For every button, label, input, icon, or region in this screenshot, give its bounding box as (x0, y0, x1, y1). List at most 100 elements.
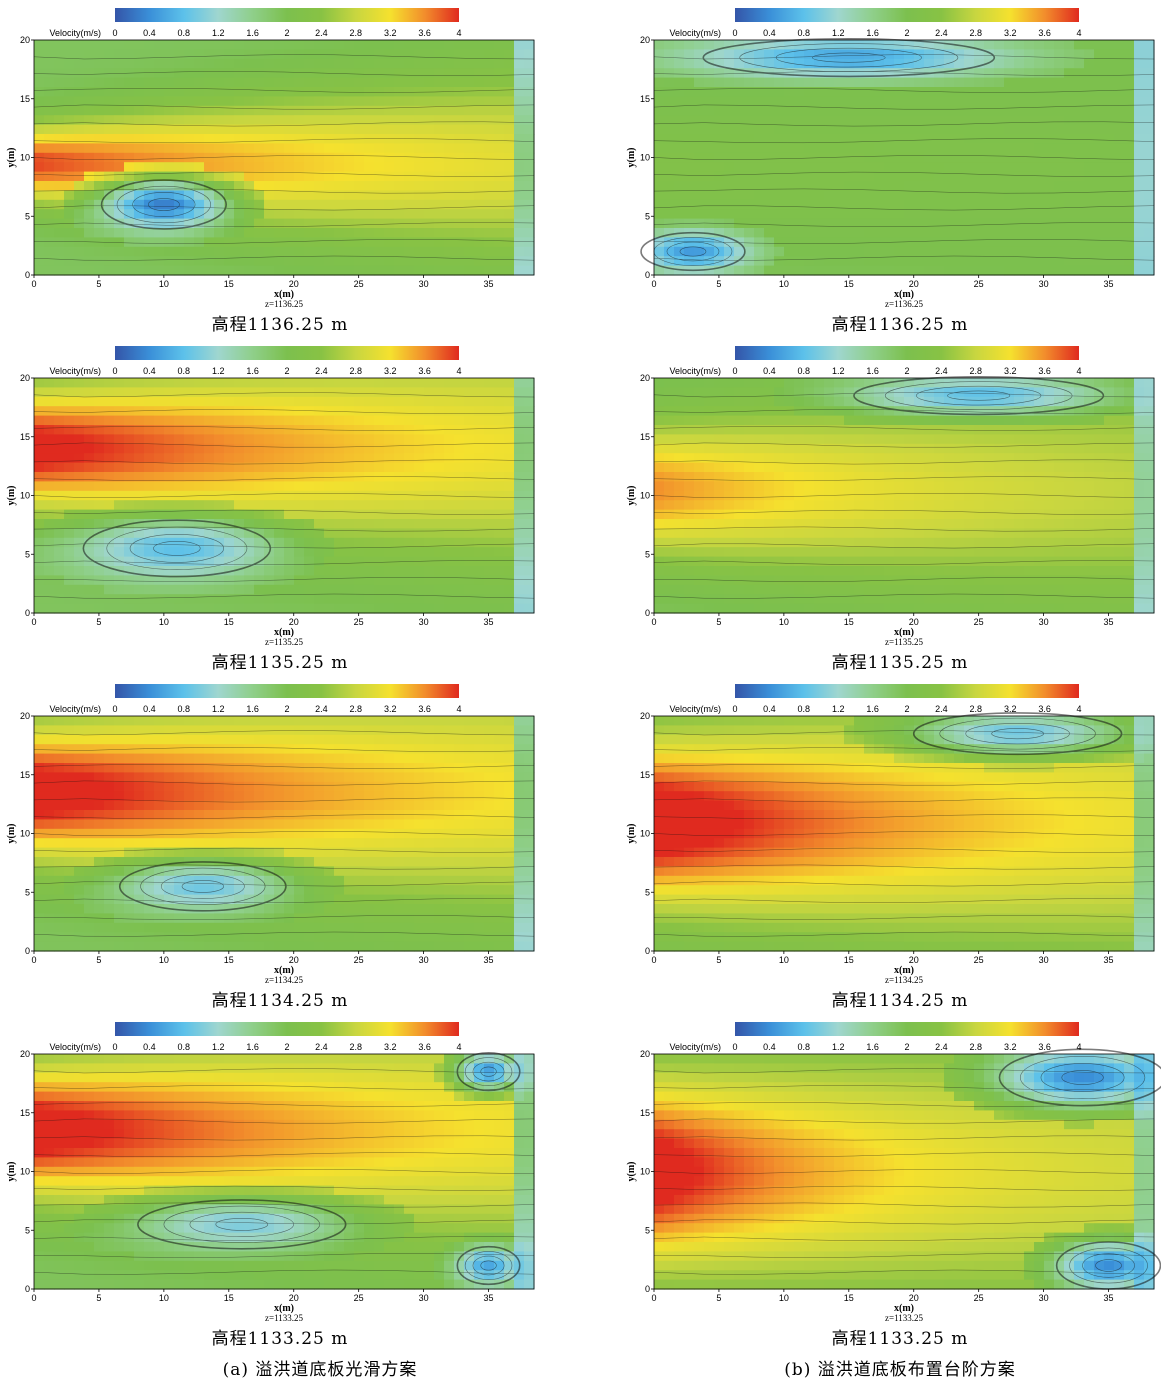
heatmap-cell (754, 434, 765, 445)
heatmap-cell (794, 87, 805, 97)
heatmap-cell (84, 181, 95, 191)
heatmap-cell (414, 77, 425, 88)
heatmap-cell (934, 584, 945, 595)
heatmap-cell (144, 490, 155, 501)
heatmap-cell (744, 40, 755, 50)
heatmap-cell (314, 152, 325, 163)
heatmap-cell (184, 218, 195, 229)
heatmap-cell (374, 265, 385, 276)
heatmap-cell (784, 134, 795, 144)
heatmap-cell (34, 49, 45, 60)
heatmap-cell (154, 68, 165, 79)
heatmap-cell (484, 603, 495, 614)
heatmap-cell (804, 162, 815, 173)
heatmap-cell (1124, 124, 1135, 135)
heatmap-cell (924, 49, 935, 60)
heatmap-cell (774, 40, 785, 50)
heatmap-cell (394, 396, 405, 407)
heatmap-cell (834, 528, 845, 539)
heatmap-cell (334, 584, 345, 595)
heatmap-cell (304, 265, 315, 276)
heatmap-cell (144, 566, 155, 576)
heatmap-cell (1074, 218, 1085, 229)
heatmap-cell (274, 181, 285, 191)
heatmap-cell (224, 143, 235, 154)
heatmap-cell (484, 584, 495, 595)
heatmap-cell (884, 199, 895, 210)
heatmap-cell (1034, 387, 1045, 398)
heatmap-cell (934, 77, 945, 88)
heatmap-cell (854, 246, 865, 257)
heatmap-cell (1074, 237, 1085, 248)
heatmap-cell (154, 396, 165, 407)
heatmap-cell (464, 77, 475, 88)
heatmap-cell (694, 547, 705, 558)
heatmap-cell (884, 209, 895, 220)
heatmap-cell (804, 237, 815, 248)
heatmap-cell (504, 115, 515, 126)
heatmap-cell (354, 481, 365, 492)
heatmap-cell (454, 547, 465, 558)
heatmap-cell (914, 152, 925, 163)
heatmap-cell (134, 96, 145, 107)
heatmap-cell (374, 162, 385, 173)
heatmap-cell (174, 124, 185, 135)
heatmap-cell (654, 40, 665, 50)
heatmap-cell (314, 481, 325, 492)
heatmap-cell (174, 171, 185, 182)
heatmap-cell (524, 453, 535, 464)
heatmap-cell (984, 143, 995, 154)
heatmap-cell (504, 124, 515, 135)
y-tick-label: 0 (25, 270, 30, 280)
heatmap-cell (994, 415, 1005, 426)
heatmap-cell (94, 453, 105, 464)
heatmap-cell (924, 96, 935, 107)
heatmap-cell (234, 425, 245, 435)
colorbar-tick-label: 2 (284, 28, 289, 38)
heatmap-cell (1094, 134, 1105, 144)
heatmap-cell (64, 77, 75, 88)
heatmap-cell (954, 228, 965, 238)
heatmap-cell (494, 181, 505, 191)
heatmap-cell (514, 537, 525, 548)
heatmap-cell (154, 218, 165, 229)
heatmap-cell (284, 96, 295, 107)
heatmap-cell (194, 246, 205, 257)
heatmap-cell (414, 58, 425, 69)
heatmap-cell (1044, 77, 1055, 88)
heatmap-cell (364, 209, 375, 220)
heatmap-cell (474, 246, 485, 257)
heatmap-cell (874, 472, 885, 482)
heatmap-cell (54, 77, 65, 88)
heatmap-cell (374, 181, 385, 191)
heatmap-cell (964, 96, 975, 107)
heatmap-cell (744, 472, 755, 482)
heatmap-cell (484, 162, 495, 173)
panel-b2: Velocity(m/s) 0 0.4 0.8 1.2 1.6 2 2.4 2.8 3.2 3.6 4… (620, 338, 1161, 676)
heatmap-cell (754, 237, 765, 248)
heatmap-cell (44, 519, 55, 529)
heatmap-cell (1054, 256, 1065, 267)
heatmap-cell (254, 105, 265, 116)
heatmap-cell (184, 500, 195, 511)
heatmap-cell (284, 162, 295, 173)
heatmap-cell (914, 87, 925, 97)
heatmap-cell (924, 509, 935, 520)
heatmap-cell (784, 434, 795, 445)
heatmap-cell (174, 425, 185, 435)
heatmap-cell (304, 481, 315, 492)
heatmap-cell (134, 134, 145, 144)
heatmap-cell (104, 68, 115, 79)
heatmap-cell (34, 443, 45, 454)
heatmap-cell (304, 415, 315, 426)
heatmap-cell (924, 265, 935, 276)
heatmap-cell (64, 566, 75, 576)
heatmap-cell (324, 162, 335, 173)
heatmap-cell (804, 603, 815, 614)
heatmap-cell (474, 68, 485, 79)
heatmap-cell (244, 68, 255, 79)
heatmap-cell (354, 228, 365, 238)
heatmap-cell (864, 96, 875, 107)
heatmap-cell (734, 519, 745, 529)
heatmap-cell (944, 434, 955, 445)
